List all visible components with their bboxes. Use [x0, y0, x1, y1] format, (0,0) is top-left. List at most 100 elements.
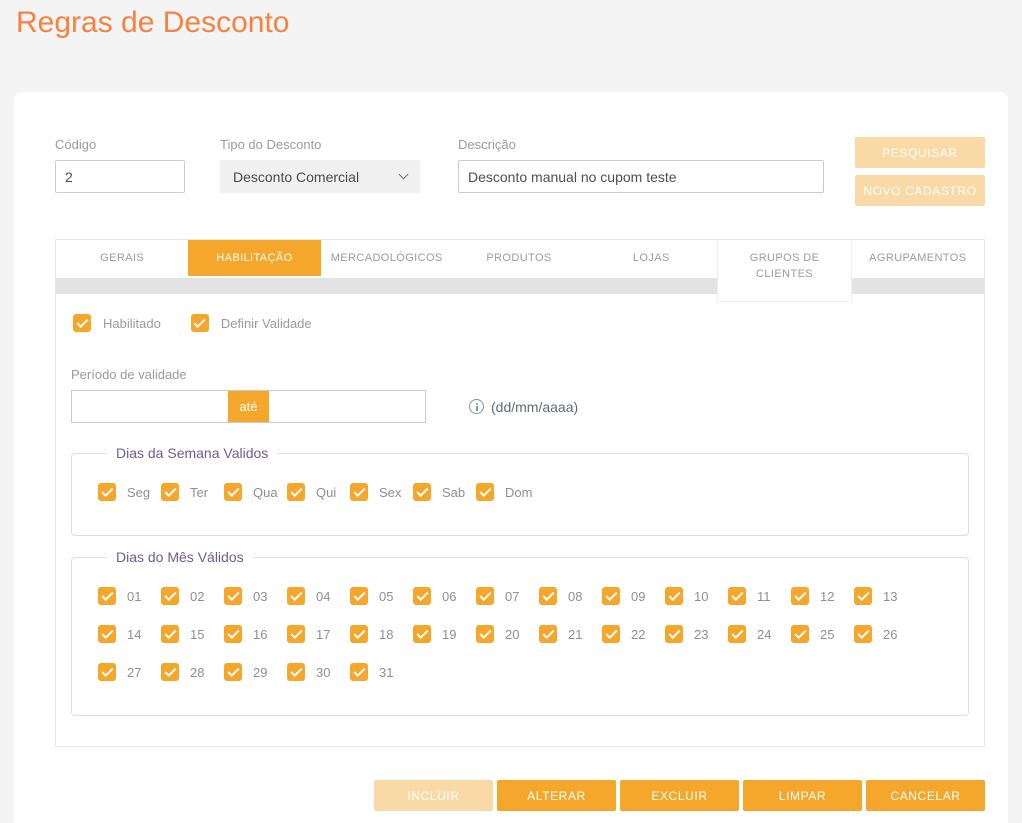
monthday-checkbox[interactable]	[602, 587, 620, 605]
monthday-item: 13	[854, 587, 917, 605]
date-to-input[interactable]	[269, 391, 425, 422]
monthday-checkbox[interactable]	[791, 625, 809, 643]
monthday-checkbox[interactable]	[539, 625, 557, 643]
monthday-checkbox[interactable]	[350, 625, 368, 643]
monthday-item: 06	[413, 587, 476, 605]
action-button[interactable]: LIMPAR	[743, 780, 862, 811]
monthday-item: 14	[98, 625, 161, 643]
tipo-desconto-select[interactable]: Desconto Comercial	[220, 160, 420, 193]
monthday-checkbox[interactable]	[224, 625, 242, 643]
monthday-checkbox[interactable]	[476, 587, 494, 605]
monthday-checkbox[interactable]	[287, 663, 305, 681]
monthday-checkbox[interactable]	[224, 663, 242, 681]
monthday-label: 02	[190, 588, 205, 604]
monthday-label: 11	[757, 588, 771, 604]
monthday-checkbox[interactable]	[413, 625, 431, 643]
monthday-item: 12	[791, 587, 854, 605]
weekday-item: Dom	[476, 483, 539, 501]
weekday-checkbox[interactable]	[287, 483, 305, 501]
tab[interactable]: MERCADOLÓGICOS	[320, 240, 453, 276]
monthday-checkbox[interactable]	[350, 587, 368, 605]
monthday-checkbox[interactable]	[98, 663, 116, 681]
tab[interactable]: PRODUTOS	[452, 240, 586, 276]
weekday-label: Qui	[316, 484, 337, 500]
tab[interactable]: LOJAS	[585, 240, 718, 276]
monthday-checkbox[interactable]	[539, 587, 557, 605]
tab[interactable]: GRUPOS DE CLIENTES	[717, 240, 852, 302]
weekday-checkbox[interactable]	[224, 483, 242, 501]
action-button[interactable]: CANCELAR	[866, 780, 985, 811]
monthday-label: 07	[505, 588, 520, 604]
weekday-item: Ter	[161, 483, 224, 501]
tab-label: LOJAS	[632, 252, 670, 264]
monthday-item: 27	[98, 663, 161, 681]
monthday-checkbox[interactable]	[476, 625, 494, 643]
monthday-label: 26	[883, 626, 898, 642]
enable-check-row: Habilitado Definir Validade	[73, 314, 969, 332]
action-button[interactable]: EXCLUIR	[620, 780, 739, 811]
monthday-checkbox[interactable]	[854, 587, 872, 605]
monthday-checkbox[interactable]	[98, 587, 116, 605]
monthday-item: 19	[413, 625, 476, 643]
tab[interactable]: HABILITAÇÃO	[188, 240, 321, 276]
monthday-item: 22	[602, 625, 665, 643]
date-range: até	[71, 390, 426, 423]
tab[interactable]: GERAIS	[56, 240, 189, 276]
weekday-checkbox[interactable]	[413, 483, 431, 501]
action-button-label: ALTERAR	[527, 788, 586, 803]
monthday-checkbox[interactable]	[665, 587, 683, 605]
monthday-item: 26	[854, 625, 917, 643]
pesquisar-button[interactable]: PESQUISAR	[855, 137, 985, 168]
periodo-validade-label: Período de validade	[71, 367, 187, 382]
ate-separator-badge: até	[228, 391, 269, 422]
monthday-label: 12	[820, 588, 835, 604]
action-button[interactable]: INCLUIR	[374, 780, 493, 811]
novo-cadastro-button[interactable]: NOVO CADASTRO	[855, 175, 985, 206]
weekday-checkbox[interactable]	[476, 483, 494, 501]
codigo-input[interactable]	[55, 160, 185, 193]
monthday-checkbox[interactable]	[854, 625, 872, 643]
monthday-checkbox[interactable]	[791, 587, 809, 605]
monthday-label: 16	[253, 626, 268, 642]
monthday-checkbox[interactable]	[287, 587, 305, 605]
monthday-checkbox[interactable]	[287, 625, 305, 643]
weekday-checkbox[interactable]	[161, 483, 179, 501]
monthday-item: 09	[602, 587, 665, 605]
definir-validade-checkbox[interactable]	[190, 314, 209, 332]
monthday-label: 21	[568, 626, 583, 642]
monthday-checkbox[interactable]	[728, 625, 746, 643]
monthday-item: 28	[161, 663, 224, 681]
date-from-input[interactable]	[72, 391, 228, 422]
tab-container: GERAIS HABILITAÇÃO MERCADOLÓGICOS PRODUT…	[55, 239, 985, 747]
habilitado-checkbox[interactable]	[73, 314, 91, 332]
dias-semana-legend: Dias da Semana Validos	[116, 445, 269, 461]
monthday-checkbox[interactable]	[161, 625, 179, 643]
action-button-label: LIMPAR	[778, 788, 827, 803]
monthday-checkbox[interactable]	[161, 663, 179, 681]
weekday-checkbox[interactable]	[350, 483, 368, 501]
monthday-checkbox[interactable]	[161, 587, 179, 605]
weekday-checkbox[interactable]	[98, 483, 116, 501]
monthday-item: 20	[476, 625, 539, 643]
monthday-checkbox[interactable]	[98, 625, 116, 643]
monthday-label: 14	[127, 626, 142, 642]
action-button[interactable]: ALTERAR	[497, 780, 616, 811]
descricao-label: Descrição	[458, 137, 516, 152]
monthday-checkbox[interactable]	[413, 587, 431, 605]
tab-label: MERCADOLÓGICOS	[330, 252, 443, 264]
monthday-checkbox[interactable]	[602, 625, 620, 643]
monthday-item: 31	[350, 663, 413, 681]
monthday-checkbox[interactable]	[224, 587, 242, 605]
action-button-label: INCLUIR	[407, 788, 460, 803]
monthday-label: 01	[127, 588, 142, 604]
monthday-item: 30	[287, 663, 350, 681]
monthday-checkbox[interactable]	[665, 625, 683, 643]
weekday-item: Sex	[350, 483, 413, 501]
page-title: Regras de Desconto	[16, 6, 290, 39]
monthday-checkbox[interactable]	[728, 587, 746, 605]
monthday-checkbox[interactable]	[350, 663, 368, 681]
weekday-label: Sab	[442, 484, 466, 500]
tab[interactable]: AGRUPAMENTOS	[851, 240, 984, 276]
tab-label: AGRUPAMENTOS	[869, 252, 967, 264]
descricao-input[interactable]	[458, 160, 824, 193]
